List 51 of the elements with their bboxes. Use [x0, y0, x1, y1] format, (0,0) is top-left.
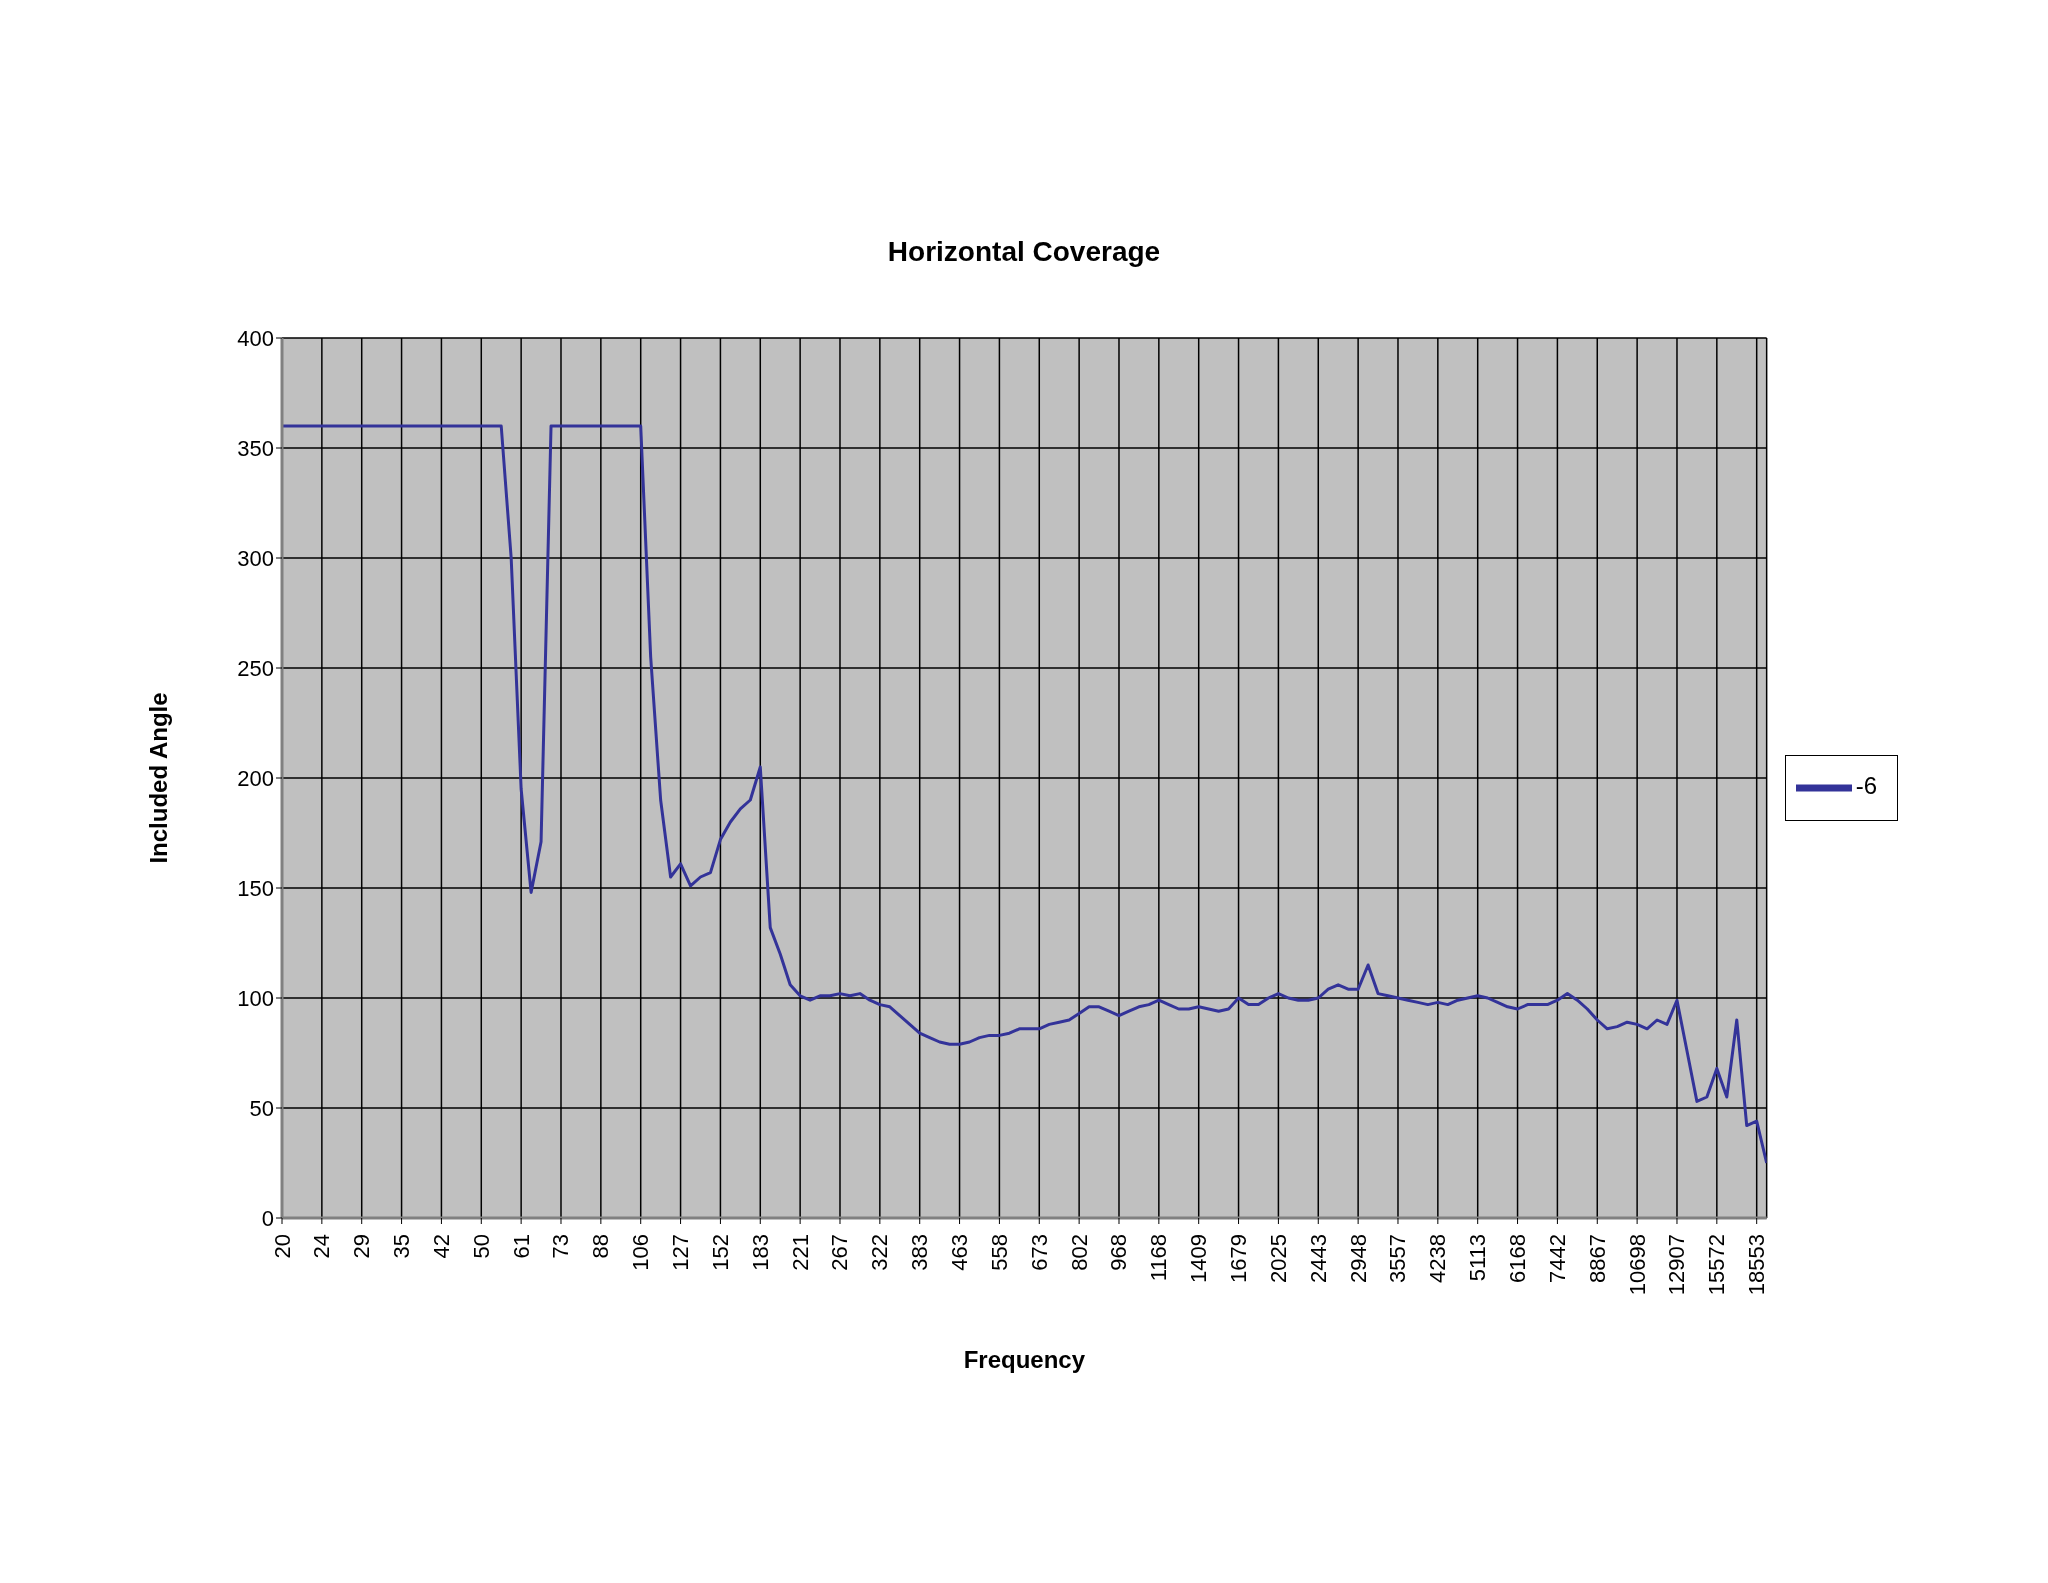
- x-tick-label: 968: [1106, 1234, 1132, 1271]
- x-tick-label: 29: [349, 1234, 375, 1259]
- x-tick-label: 2948: [1345, 1234, 1371, 1283]
- x-tick-label: 12907: [1664, 1234, 1690, 1296]
- y-tick-label: 350: [237, 435, 274, 461]
- x-tick-label: 322: [867, 1234, 893, 1271]
- x-tick-label: 73: [548, 1234, 574, 1259]
- x-tick-label: 7442: [1544, 1234, 1570, 1283]
- x-tick-label: 183: [747, 1234, 773, 1271]
- x-tick-label: 1168: [1146, 1234, 1172, 1282]
- x-tick-label: 88: [588, 1234, 614, 1259]
- y-tick-label: 100: [237, 985, 274, 1011]
- chart-title: Horizontal Coverage: [886, 236, 1162, 268]
- x-tick-label: 61: [508, 1234, 534, 1259]
- x-tick-label: 5113: [1465, 1234, 1491, 1282]
- x-tick-label: 2025: [1265, 1234, 1291, 1283]
- x-tick-label: 152: [707, 1234, 733, 1271]
- legend-label: -6: [1855, 772, 1877, 800]
- x-tick-label: 15572: [1704, 1234, 1730, 1296]
- x-tick-label: 1679: [1226, 1234, 1252, 1283]
- x-tick-label: 127: [668, 1234, 694, 1271]
- y-tick-label: 250: [237, 655, 274, 681]
- x-tick-label: 463: [947, 1234, 973, 1271]
- y-tick-label: 300: [237, 545, 274, 571]
- y-tick-label: 0: [261, 1205, 274, 1231]
- x-tick-label: 802: [1066, 1234, 1092, 1271]
- x-tick-label: 18553: [1744, 1234, 1770, 1296]
- x-tick-label: 20: [269, 1234, 295, 1259]
- x-tick-label: 4238: [1425, 1234, 1451, 1283]
- x-tick-label: 6168: [1505, 1234, 1531, 1283]
- y-tick-label: 400: [237, 325, 274, 351]
- x-tick-label: 8867: [1584, 1234, 1610, 1283]
- x-tick-label: 221: [787, 1234, 813, 1271]
- x-tick-label: 2443: [1305, 1234, 1331, 1283]
- x-tick-label: 1409: [1186, 1234, 1212, 1283]
- x-tick-label: 50: [468, 1234, 494, 1259]
- x-tick-label: 383: [907, 1234, 933, 1271]
- x-tick-label: 42: [428, 1234, 454, 1259]
- x-tick-label: 267: [827, 1234, 853, 1271]
- y-tick-label: 50: [249, 1095, 274, 1121]
- x-tick-label: 558: [986, 1234, 1012, 1271]
- x-tick-label: 3557: [1385, 1234, 1411, 1283]
- x-tick-label: 10698: [1624, 1234, 1650, 1296]
- y-tick-label: 200: [237, 765, 274, 791]
- x-tick-label: 24: [309, 1234, 335, 1259]
- y-tick-label: 150: [237, 875, 274, 901]
- x-axis-title: Frequency: [963, 1346, 1086, 1373]
- x-tick-label: 106: [628, 1234, 654, 1271]
- x-tick-label: 35: [389, 1234, 415, 1259]
- y-axis-title: Included Angle: [144, 692, 172, 864]
- x-tick-label: 673: [1026, 1234, 1052, 1271]
